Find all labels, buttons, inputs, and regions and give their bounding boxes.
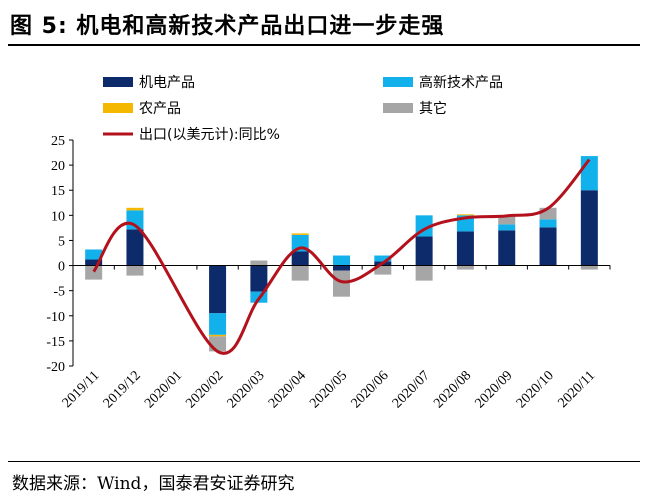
bar-segment xyxy=(498,224,516,231)
bar-segment xyxy=(85,249,103,260)
y-tick-label: 5 xyxy=(58,234,65,249)
x-tick-label: 2020/09 xyxy=(473,368,516,411)
bar-segment xyxy=(539,207,557,220)
y-tick-label: -15 xyxy=(46,335,65,350)
legend-label: 农产品 xyxy=(139,101,181,117)
bar-segment xyxy=(333,255,350,266)
x-tick-label: 2019/11 xyxy=(60,368,103,411)
bar-segment xyxy=(456,231,474,266)
bar-segment xyxy=(209,336,227,352)
bar-segment xyxy=(209,265,227,314)
bar-segment xyxy=(250,260,268,266)
bar-segment xyxy=(374,265,392,275)
y-tick-label: -20 xyxy=(46,360,65,375)
bar-segment xyxy=(250,265,268,292)
x-tick-label: 2020/11 xyxy=(555,368,598,411)
x-tick-label: 2020/05 xyxy=(307,368,350,411)
bar-segment xyxy=(456,214,474,216)
y-tick-label: -5 xyxy=(53,285,65,300)
bar-segment xyxy=(415,265,433,281)
bar-segment xyxy=(498,230,516,266)
series-line xyxy=(92,158,591,355)
bar-segment xyxy=(209,334,227,337)
legend-swatch xyxy=(103,103,133,113)
legend-swatch xyxy=(383,77,413,87)
bar-segment xyxy=(580,265,598,270)
y-tick-label: 20 xyxy=(51,159,65,174)
legend-swatch xyxy=(103,77,133,87)
legend-label: 机电产品 xyxy=(139,75,195,91)
legend-label: 其它 xyxy=(419,100,447,117)
x-tick-label: 2020/07 xyxy=(390,368,433,411)
bar-segment xyxy=(498,215,516,225)
x-tick-label: 2020/02 xyxy=(183,368,226,411)
bar-segment xyxy=(333,270,350,297)
bar-segment xyxy=(374,255,392,262)
bar-segment xyxy=(291,251,309,266)
x-tick-label: 2020/06 xyxy=(349,368,392,411)
bar-segment xyxy=(415,236,433,266)
bar-segment xyxy=(126,207,144,211)
bar-segment xyxy=(291,233,309,235)
y-tick-label: 10 xyxy=(51,209,65,224)
bar-segment xyxy=(580,190,598,266)
bar-segment xyxy=(333,265,350,271)
y-tick-label: 15 xyxy=(51,184,65,199)
y-tick-label: 0 xyxy=(58,260,65,275)
bar-segment xyxy=(456,265,474,270)
x-tick-label: 2020/01 xyxy=(142,368,185,411)
x-tick-label: 2020/03 xyxy=(225,368,268,411)
bar-segment xyxy=(291,265,309,281)
x-tick-label: 2020/08 xyxy=(431,368,474,411)
bottom-rule xyxy=(8,461,640,462)
bar-segment xyxy=(126,265,144,276)
bar-segment xyxy=(85,259,103,266)
legend-swatch xyxy=(383,103,413,113)
source-note: 数据来源：Wind，国泰君安证券研究 xyxy=(12,474,295,494)
y-tick-label: 25 xyxy=(51,134,65,149)
bar-segment xyxy=(209,313,227,335)
bar-segment xyxy=(126,229,144,266)
x-tick-label: 2019/12 xyxy=(101,368,144,411)
bar-segment xyxy=(85,265,103,280)
legend-label: 出口(以美元计):同比% xyxy=(139,127,280,143)
x-tick-label: 2020/04 xyxy=(266,368,309,411)
figure-title: 图 5: 机电和高新技术产品出口进一步走强 xyxy=(10,14,445,39)
top-rule xyxy=(8,44,640,46)
bar-segment xyxy=(539,227,557,266)
legend-label: 高新技术产品 xyxy=(419,74,503,91)
x-tick-label: 2020/10 xyxy=(514,368,557,411)
bar-segment xyxy=(539,219,557,228)
y-tick-label: -10 xyxy=(46,310,65,325)
